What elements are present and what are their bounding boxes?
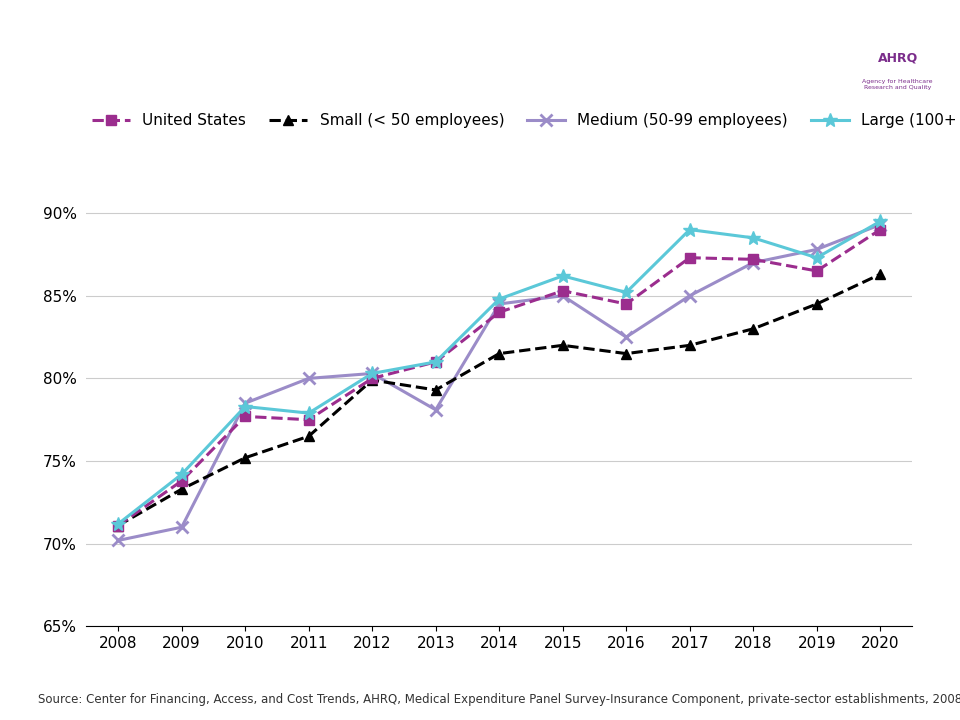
Text: Source: Center for Financing, Access, and Cost Trends, AHRQ, Medical Expenditure: Source: Center for Financing, Access, an… <box>38 693 960 706</box>
Text: Figure 13. Percentage of private-sector enrolled employees in a health: Figure 13. Percentage of private-sector … <box>36 40 789 59</box>
FancyBboxPatch shape <box>792 4 960 126</box>
Text: insurance plan with a deductible, overall and by firm size, 2008–2020: insurance plan with a deductible, overal… <box>45 84 780 103</box>
Text: Agency for Healthcare
Research and Quality: Agency for Healthcare Research and Quali… <box>862 79 933 89</box>
Legend: United States, Small (< 50 employees), Medium (50-99 employees), Large (100+ emp: United States, Small (< 50 employees), M… <box>85 107 960 135</box>
Text: AHRQ: AHRQ <box>877 52 918 65</box>
